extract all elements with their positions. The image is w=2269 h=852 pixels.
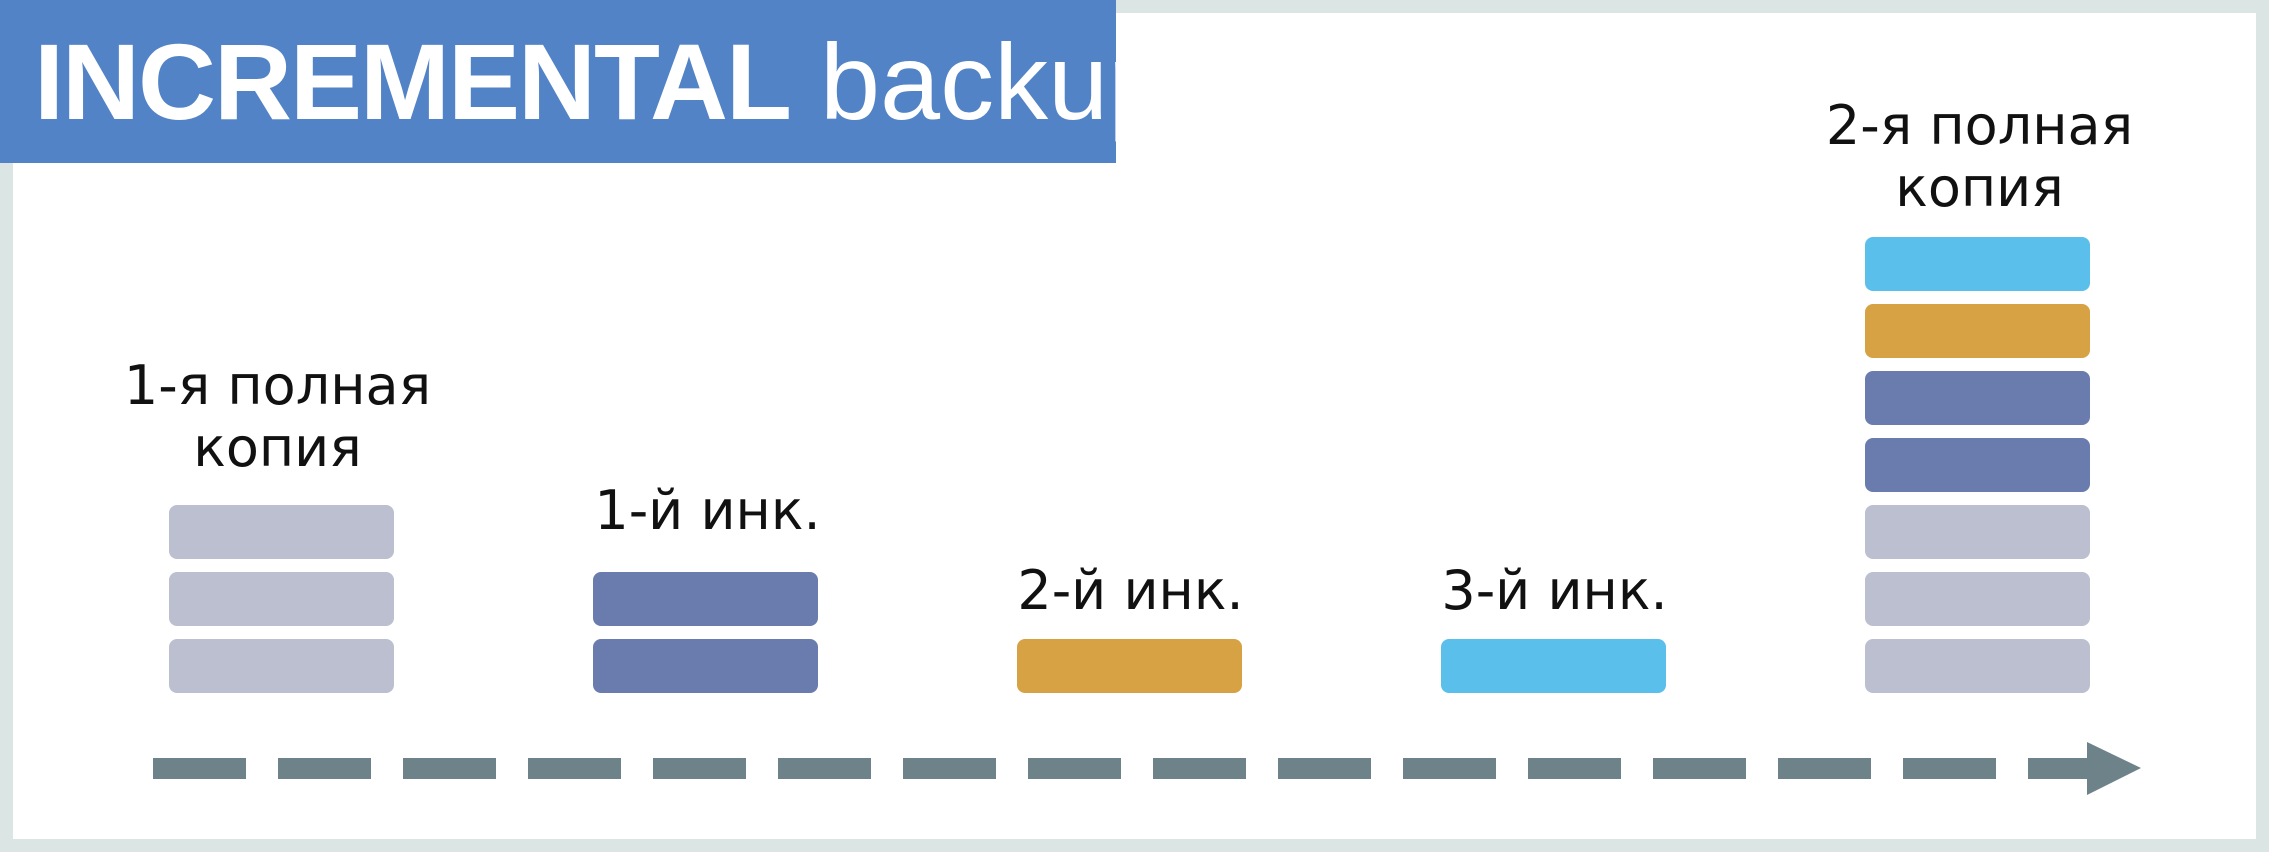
step-4-label-line1: 3-й инк.: [1441, 559, 1668, 622]
data-block-inc1: [1865, 371, 2090, 425]
title: INCREMENTAL backup: [34, 0, 1168, 163]
title-banner: INCREMENTAL backup: [0, 0, 1168, 163]
timeline-dash: [1028, 758, 1121, 779]
step-2-label: 1-й инк.: [530, 480, 885, 542]
data-block-inc3: [1441, 639, 1666, 693]
data-block-inc1: [1865, 438, 2090, 492]
title-bold: INCREMENTAL: [34, 21, 792, 142]
timeline-dash: [1903, 758, 1996, 779]
data-block-inc2: [1017, 639, 1242, 693]
timeline-dash: [1403, 758, 1496, 779]
step-1-label-line1: 1-я полная: [123, 354, 432, 417]
timeline-dash: [778, 758, 871, 779]
data-block-full_data: [169, 639, 394, 693]
timeline-dash: [1153, 758, 1246, 779]
step-3-label: 2-й инк.: [953, 560, 1308, 622]
data-block-full_data: [169, 505, 394, 559]
timeline-dash: [153, 758, 246, 779]
data-block-full_data: [1865, 639, 2090, 693]
timeline-dash: [1653, 758, 1746, 779]
data-block-inc1: [593, 639, 818, 693]
step-5-label: 2-я полная копия: [1802, 95, 2157, 219]
timeline-dashes: [153, 758, 2103, 779]
step-5-label-line1: 2-я полная: [1825, 94, 2134, 157]
timeline-dash: [653, 758, 746, 779]
data-block-full_data: [1865, 505, 2090, 559]
data-block-inc2: [1865, 304, 2090, 358]
step-4-label: 3-й инк.: [1377, 560, 1732, 622]
timeline-dash: [278, 758, 371, 779]
data-block-full_data: [1865, 572, 2090, 626]
timeline-dash: [903, 758, 996, 779]
data-block-full_data: [169, 572, 394, 626]
step-1-label-line2: копия: [193, 416, 362, 479]
timeline-dash: [2028, 758, 2103, 779]
arrow-head-icon: [2087, 742, 2141, 795]
timeline-dash: [528, 758, 621, 779]
timeline-dash: [403, 758, 496, 779]
data-block-inc1: [593, 572, 818, 626]
step-1-label: 1-я полная копия: [100, 355, 455, 479]
title-light: backup: [819, 21, 1169, 142]
timeline-dash: [1778, 758, 1871, 779]
timeline-dash: [1528, 758, 1621, 779]
data-block-inc3: [1865, 237, 2090, 291]
step-3-label-line1: 2-й инк.: [1017, 559, 1244, 622]
timeline-dash: [1278, 758, 1371, 779]
step-2-label-line1: 1-й инк.: [594, 479, 821, 542]
step-5-label-line2: копия: [1895, 156, 2064, 219]
